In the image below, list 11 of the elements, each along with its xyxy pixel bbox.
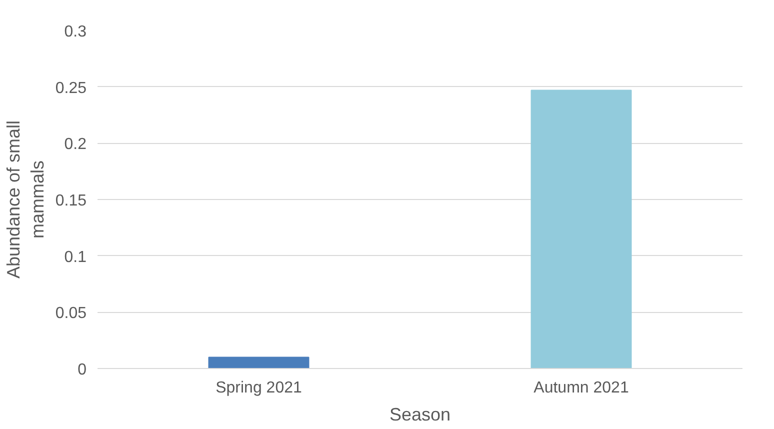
y-tick-label: 0.1 [64,248,87,266]
y-tick-label: 0.25 [55,80,87,97]
x-axis-title: Season [389,404,451,424]
x-tick-label: Spring 2021 [216,380,302,396]
y-tick-label: 0 [78,362,87,378]
y-tick-label: 0.2 [64,136,87,154]
y-tick-label: 0.15 [55,192,87,210]
y-tick-label: 0.05 [55,305,87,322]
y-tick-label: 0.3 [64,24,87,40]
y-axis-title: Abundance of small mammals [3,120,48,279]
x-tick-label: Autumn 2021 [534,380,629,396]
